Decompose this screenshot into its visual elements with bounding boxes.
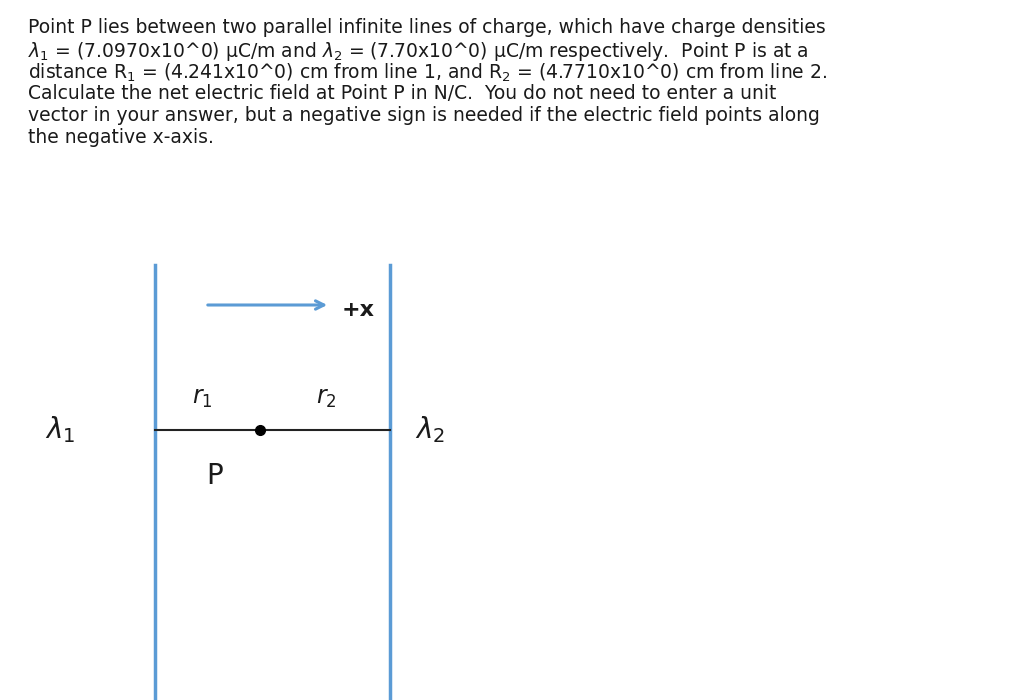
Text: $r_1$: $r_1$ xyxy=(191,386,212,410)
Text: Point P lies between two parallel infinite lines of charge, which have charge de: Point P lies between two parallel infini… xyxy=(28,18,825,37)
Text: the negative x-axis.: the negative x-axis. xyxy=(28,128,214,147)
Text: distance R$_1$ = (4.241x10^0) cm from line 1, and R$_2$ = (4.7710x10^0) cm from : distance R$_1$ = (4.241x10^0) cm from li… xyxy=(28,62,827,84)
Text: +x: +x xyxy=(342,300,375,320)
Text: vector in your answer, but a negative sign is needed if the electric field point: vector in your answer, but a negative si… xyxy=(28,106,820,125)
Text: $\lambda_1$ = (7.0970x10^0) μC/m and $\lambda_2$ = (7.70x10^0) μC/m respectively: $\lambda_1$ = (7.0970x10^0) μC/m and $\l… xyxy=(28,40,809,63)
Text: $r_2$: $r_2$ xyxy=(315,386,336,410)
Text: P: P xyxy=(207,462,223,490)
Text: $\lambda_2$: $\lambda_2$ xyxy=(415,414,445,445)
Text: $\lambda_1$: $\lambda_1$ xyxy=(45,414,75,445)
Text: Calculate the net electric field at Point P in N/C.  You do not need to enter a : Calculate the net electric field at Poin… xyxy=(28,84,776,103)
